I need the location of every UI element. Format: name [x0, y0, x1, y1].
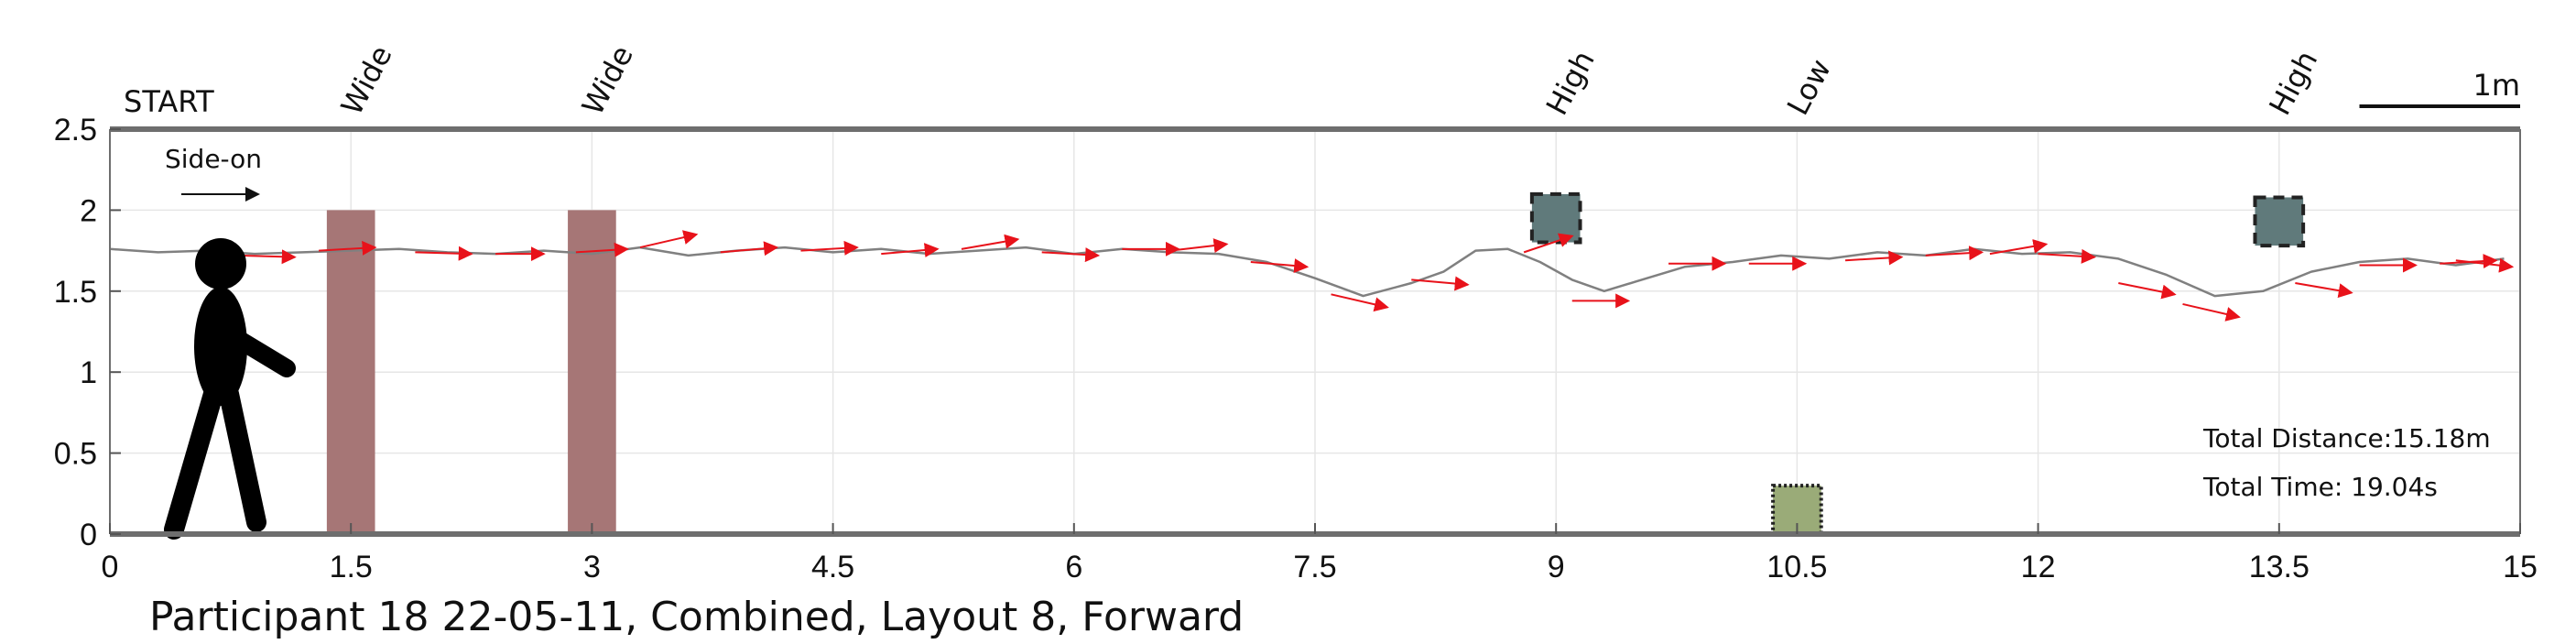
x-tick-label: 15	[2503, 550, 2538, 584]
heading-arrow	[1250, 258, 1310, 274]
y-tick-label: 2.5	[54, 113, 97, 147]
chart-title: Participant 18 22-05-11, Combined, Layou…	[149, 594, 1244, 640]
heading-arrow	[2295, 281, 2353, 299]
x-tick-label: 0	[102, 550, 119, 584]
heading-arrow	[1989, 239, 2049, 256]
direction-label: Side-on	[165, 144, 262, 174]
x-tick-label: 10.5	[1766, 550, 1827, 584]
total-distance: Total Distance:15.18m	[2202, 423, 2491, 453]
x-tick-label: 7.5	[1293, 550, 1336, 584]
obstacle-high	[1529, 191, 1582, 245]
y-tick-label: 1.5	[54, 275, 97, 310]
heading-arrow	[1925, 246, 1984, 261]
heading-arrow	[800, 240, 859, 256]
x-tick-label: 3	[583, 550, 601, 584]
heading-arrow	[1411, 276, 1470, 291]
obstacle-label: Wide	[334, 39, 399, 120]
obstacle-label: Low	[1780, 53, 1838, 120]
obstacle-wide	[568, 210, 616, 534]
x-tick-label: 12	[2021, 550, 2056, 584]
y-tick-label: 1	[80, 355, 97, 390]
heading-arrow	[2182, 302, 2241, 322]
heading-arrow	[639, 230, 699, 249]
y-tick-label: 0.5	[54, 437, 97, 472]
obstacle-label: High	[2262, 45, 2324, 121]
heading-arrows	[238, 230, 2515, 322]
heading-arrow	[319, 240, 377, 256]
x-tick-labels: 0 1.5 3 4.5 6 7.5 9 10.5 12 13.5 15	[102, 550, 2538, 584]
heading-arrow	[881, 243, 940, 258]
obstacle-high	[2253, 195, 2306, 248]
x-tick-label: 6	[1065, 550, 1082, 584]
heading-arrow	[575, 242, 629, 257]
heading-arrow	[1041, 247, 1101, 263]
heading-arrow	[2455, 257, 2515, 273]
x-tick-label: 4.5	[811, 550, 854, 584]
x-tick-label: 13.5	[2249, 550, 2310, 584]
heading-arrow	[720, 241, 779, 257]
obstacle-label: High	[1539, 45, 1602, 121]
axes	[109, 126, 2521, 537]
scale-bar-label: 1m	[2473, 68, 2520, 103]
start-label: START	[124, 84, 214, 119]
heading-arrow	[2118, 281, 2177, 300]
obstacle-labels: Wide Wide High Low High	[334, 39, 2325, 120]
grid-lines	[109, 128, 2521, 535]
walking-person-icon	[164, 238, 296, 540]
heading-arrow	[1523, 233, 1574, 254]
x-tick-label: 9	[1548, 550, 1565, 584]
heading-arrow	[961, 234, 1020, 250]
y-tick-label: 2	[80, 193, 97, 228]
heading-arrow	[1169, 238, 1229, 254]
heading-arrow	[415, 246, 473, 261]
heading-arrow	[238, 249, 297, 265]
x-tick-label: 1.5	[330, 550, 373, 584]
total-time: Total Time: 19.04s	[2202, 472, 2438, 502]
heading-arrow	[1844, 250, 1904, 266]
scale-bar: 1m	[2359, 68, 2520, 108]
obstacle-label: Wide	[575, 39, 640, 120]
direction-indicator: Side-on	[165, 144, 262, 202]
y-tick-labels: 0 0.5 1 1.5 2 2.5	[54, 113, 97, 552]
obstacle-wide	[326, 210, 375, 534]
y-tick-label: 0	[80, 518, 97, 552]
heading-arrow	[2038, 248, 2097, 264]
heading-arrow	[1331, 293, 1389, 312]
